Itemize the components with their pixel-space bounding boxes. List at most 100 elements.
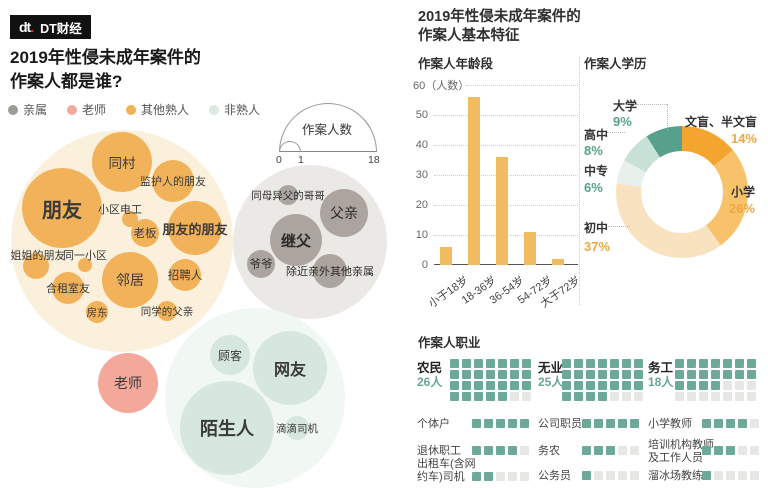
pictogram-cell-filled — [574, 370, 583, 379]
bubble-friends-friend: 朋友的朋友 — [163, 201, 228, 255]
occ-grid-civil-servant — [582, 471, 639, 480]
bubble-friend: 朋友 — [22, 168, 102, 248]
pictogram-cell-filled — [574, 381, 583, 390]
pictogram-cell-filled — [510, 359, 519, 368]
ytick-0: 0 — [421, 259, 428, 271]
pictogram-cell-filled — [735, 370, 744, 379]
pictogram-cell-empty — [738, 471, 747, 480]
occ-label-training-staff: 培训机构教师 及工作人员 — [648, 439, 714, 465]
pictogram-cell-filled — [484, 419, 493, 428]
occ-label-primary-teacher: 小学教师 — [648, 418, 692, 430]
ytick-20: 20 — [415, 199, 428, 211]
age-bar-chart — [432, 85, 578, 265]
bubble-label: 小区电工 — [98, 204, 142, 216]
brand-logo: dt. DT财经 — [10, 15, 91, 39]
section-title-age: 作案人年龄段 — [418, 57, 494, 71]
legend-item-relatives: 亲属 — [8, 101, 47, 118]
legend-dot-icon — [209, 104, 220, 115]
bubble-didi-driver: 滴滴司机 — [276, 416, 318, 440]
y-axis-unit-label: 60（人数） — [413, 80, 470, 92]
pictogram-cell-filled — [702, 446, 711, 455]
pictogram-cell-filled — [726, 446, 735, 455]
bubble-label: 同学的父亲 — [140, 305, 194, 318]
legend-item-teacher: 老师 — [67, 101, 106, 118]
pictogram-cell-filled — [498, 370, 507, 379]
ytick-50: 50 — [415, 109, 428, 121]
occ-label-line: 约车)司机 — [417, 471, 465, 483]
pictogram-cell-filled — [486, 392, 495, 401]
pictogram-cell-empty — [508, 472, 517, 481]
pictogram-cell-filled — [484, 446, 493, 455]
bubble-customer: 顾客 — [210, 335, 250, 375]
pictogram-cell-filled — [610, 381, 619, 390]
pictogram-cell-filled — [598, 392, 607, 401]
pictogram-cell-empty — [750, 446, 759, 455]
bar-18-36岁 — [468, 97, 480, 265]
pictogram-cell-filled — [711, 359, 720, 368]
pictogram-cell-empty — [750, 419, 759, 428]
pictogram-cell-filled — [508, 419, 517, 428]
bar-小于18岁 — [440, 247, 452, 265]
category-legend: 亲属 老师 其他熟人 非熟人 — [8, 101, 260, 118]
leader-line — [637, 104, 667, 105]
legend-item-stranger: 非熟人 — [209, 101, 260, 118]
pictogram-cell-filled — [522, 381, 531, 390]
edu-label-university: 大学 — [613, 99, 638, 113]
pictogram-cell-filled — [702, 419, 711, 428]
pictogram-cell-empty — [522, 392, 531, 401]
pictogram-cell-filled — [450, 392, 459, 401]
bubble-grandfather: 爷爷 — [247, 250, 275, 278]
ytick-40: 40 — [415, 139, 428, 151]
gridline-50 — [434, 115, 578, 116]
edu-label-vocational: 中专 — [584, 164, 609, 178]
occ-label-taxi-driver: 出租车(含网 约车)司机 — [417, 458, 476, 484]
pictogram-cell-empty — [735, 392, 744, 401]
occ-label-unemployed: 无业 — [538, 361, 564, 375]
legend-dot-icon — [67, 104, 78, 115]
edu-pct-vocational: 6% — [584, 180, 603, 195]
bubble-recruiter: 招聘人 — [167, 259, 203, 291]
occ-label-line: 出租车(含网 — [417, 458, 476, 470]
pictogram-cell-filled — [574, 359, 583, 368]
donut-hole — [641, 151, 723, 233]
bubble-label: 父亲 — [330, 205, 358, 221]
bar-54-72岁 — [524, 232, 536, 265]
pictogram-cell-filled — [714, 419, 723, 428]
pictogram-cell-filled — [522, 359, 531, 368]
pictogram-cell-filled — [622, 381, 631, 390]
occ-count-migrant-worker: 18人 — [648, 375, 674, 389]
pictogram-cell-filled — [450, 359, 459, 368]
pictogram-cell-filled — [699, 359, 708, 368]
pictogram-cell-filled — [486, 359, 495, 368]
bubble-same-village: 同村 — [92, 132, 152, 192]
pictogram-cell-filled — [606, 419, 615, 428]
bubble-label: 姐姐的朋友 — [10, 250, 66, 262]
bubble-label: 招聘人 — [167, 270, 203, 282]
pictogram-cell-empty — [711, 392, 720, 401]
pictogram-cell-filled — [634, 381, 643, 390]
pictogram-cell-empty — [520, 472, 529, 481]
bubble-label: 顾客 — [217, 348, 242, 363]
bubble-label: 老师 — [114, 375, 142, 391]
leader-line — [667, 104, 668, 130]
pictogram-cell-empty — [594, 471, 603, 480]
occ-label-civil-servant: 公务员 — [538, 470, 571, 482]
pictogram-cell-filled — [622, 370, 631, 379]
bubble-label: 朋友的朋友 — [162, 221, 228, 237]
pictogram-cell-filled — [634, 370, 643, 379]
pictogram-cell-filled — [486, 381, 495, 390]
left-page-title: 2019年性侵未成年案件的 作案人都是谁? — [10, 46, 201, 94]
pictogram-cell-filled — [594, 446, 603, 455]
legend-label: 亲属 — [23, 103, 48, 117]
pictogram-cell-filled — [450, 370, 459, 379]
bubble-sisters-friend: 姐姐的朋友 — [11, 250, 66, 279]
pictogram-cell-filled — [510, 370, 519, 379]
gridline-40 — [434, 145, 578, 146]
bubble-stepfather: 继父 — [270, 214, 322, 266]
pictogram-cell-empty — [630, 471, 639, 480]
pictogram-cell-filled — [486, 370, 495, 379]
pictogram-cell-filled — [610, 359, 619, 368]
pictogram-cell-filled — [630, 419, 639, 428]
pictogram-cell-filled — [582, 446, 591, 455]
